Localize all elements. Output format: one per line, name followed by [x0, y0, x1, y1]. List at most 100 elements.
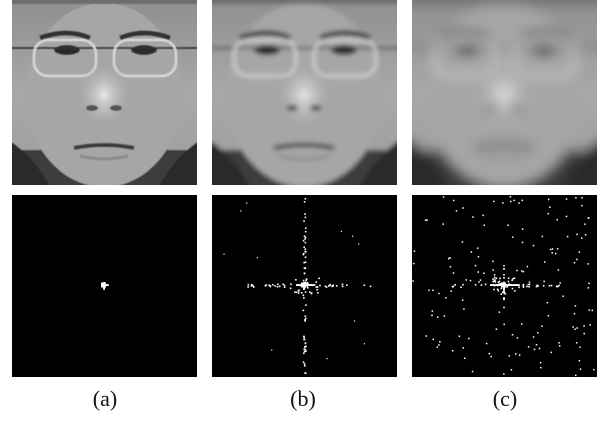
- spectrum-dot: [494, 277, 496, 279]
- spectrum-dot: [544, 261, 546, 263]
- spectrum-dot: [514, 277, 516, 279]
- spectrum-dot: [454, 284, 456, 286]
- spectrum-dot: [315, 286, 317, 288]
- face-image-a: [0, 0, 217, 210]
- spectrum-dot: [425, 335, 427, 337]
- spectrum-dot: [589, 309, 591, 311]
- spectrum-dot: [506, 286, 508, 288]
- spectrum-dot: [501, 288, 503, 290]
- spectrum-dot: [269, 286, 271, 288]
- spectrum-dot: [442, 223, 444, 225]
- spectrum-dot: [304, 267, 306, 269]
- spectrum-dot: [304, 287, 306, 289]
- spectrum-dot: [503, 277, 505, 279]
- spectrum-dot: [305, 342, 307, 344]
- spectrum-dot: [426, 219, 428, 221]
- spectrum-dot: [559, 345, 561, 347]
- spectrum-dot: [316, 281, 318, 283]
- spectrum-dot: [247, 286, 249, 288]
- spectrum-dot: [304, 238, 306, 240]
- spectrum-dot: [462, 241, 464, 243]
- spectrum-dot: [508, 281, 510, 283]
- spectrum-dot: [550, 249, 552, 251]
- spectrum-dot: [257, 257, 258, 258]
- spectrum-dot: [547, 302, 549, 304]
- spectrum-dot: [536, 344, 538, 346]
- spectrum-dot: [305, 242, 307, 244]
- spectrum-dot: [503, 298, 505, 300]
- face-image-b: [192, 0, 417, 210]
- spectrum-dot: [304, 346, 306, 348]
- spectrum-dot: [462, 299, 464, 301]
- spectrum-dot: [499, 311, 501, 313]
- spectrum-dot: [493, 201, 495, 203]
- spectrum-dot: [588, 217, 590, 219]
- spectrum-dot: [475, 265, 477, 267]
- spectrum-dot: [551, 285, 553, 287]
- spectrum-dot: [482, 215, 484, 217]
- spectrum-dot: [358, 243, 359, 244]
- spectrum-dot: [319, 285, 321, 287]
- spectrum-dot: [298, 292, 300, 294]
- spectrum-dot: [472, 371, 474, 373]
- spectrum-dot: [300, 284, 301, 285]
- spectrum-dot: [494, 285, 496, 287]
- spectrum-dot: [248, 284, 250, 286]
- spectrum-dot: [311, 292, 313, 294]
- spectrum-dot: [510, 201, 512, 203]
- spectrum-dot: [290, 283, 292, 285]
- spectrum-dot: [305, 231, 307, 233]
- spectrum-dot: [558, 342, 560, 344]
- spectrum-dot: [529, 282, 531, 284]
- face: [192, 0, 417, 210]
- spectrum-dot: [551, 252, 553, 254]
- spectrum-dot: [540, 362, 542, 364]
- spectrum-dot: [432, 339, 434, 341]
- spectrum-dot: [581, 205, 583, 207]
- panel-label: (c): [493, 386, 517, 411]
- spectrum-dot: [246, 203, 247, 204]
- spectrum-dot: [484, 224, 486, 226]
- spectrum-dot: [508, 277, 510, 279]
- spectrum-dot: [449, 257, 451, 259]
- spectrum-dot: [240, 210, 241, 211]
- spectrum-dot: [290, 287, 292, 289]
- spectrum-dot: [329, 285, 331, 287]
- spectrum-dot: [439, 341, 441, 343]
- spectrum-dot: [574, 328, 576, 330]
- spectrum-dot: [303, 352, 305, 354]
- spectrum-dot: [567, 236, 569, 238]
- spectrum-dot: [471, 251, 473, 253]
- spectrum-dot: [503, 268, 505, 270]
- spectrum-dot: [485, 284, 487, 286]
- spectrum-dot: [303, 339, 305, 341]
- spectrum-dot: [528, 346, 530, 348]
- spectrum-dot: [305, 256, 307, 258]
- spectrum-dot: [425, 220, 427, 222]
- spectrum-dot: [507, 224, 509, 226]
- spectrum-dot: [303, 295, 305, 297]
- spectrum-dot: [505, 293, 507, 295]
- spectrum-dot: [274, 285, 276, 287]
- spectrum-dot: [298, 290, 300, 292]
- spectrum-dot: [574, 313, 576, 315]
- spectrum-dot: [284, 286, 286, 288]
- spectrum-dot: [317, 292, 319, 294]
- spectrum-dot: [583, 325, 585, 327]
- spectrum-dot: [303, 337, 305, 339]
- spectrum-dot: [534, 349, 536, 351]
- spectrum-dot: [304, 319, 306, 321]
- spectrum-dot: [107, 284, 109, 286]
- spectrum-dot: [499, 283, 501, 285]
- spectrum-dot: [432, 290, 434, 292]
- spectrum-dot: [305, 350, 307, 352]
- spectrum-dot: [477, 247, 479, 249]
- spectrum-dot: [456, 210, 458, 212]
- spectrum-dot: [498, 290, 500, 292]
- spectrum-dot: [305, 281, 307, 283]
- spectrum-dot: [519, 354, 521, 356]
- spectrum-dot: [503, 373, 505, 375]
- spectrum-dot: [472, 216, 474, 218]
- spectrum-dot: [428, 289, 430, 291]
- spectrum-dot: [341, 231, 342, 232]
